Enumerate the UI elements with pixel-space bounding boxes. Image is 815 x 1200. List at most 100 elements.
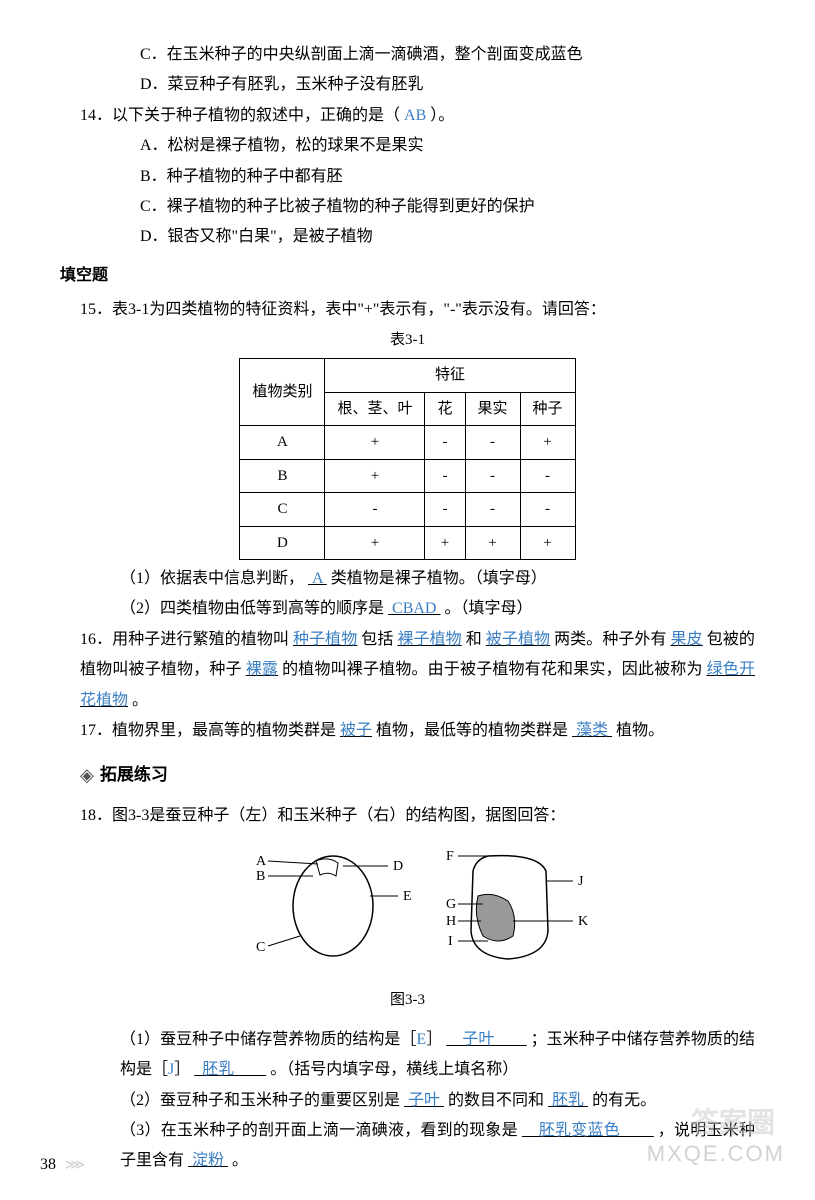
q18-sub1: （1）蚕豆种子中储存营养物质的结构是［E］ 子叶 ；玉米种子中储存营养物质的结构… <box>60 1025 755 1086</box>
q18-s1-a1: E <box>416 1031 426 1048</box>
label-g: G <box>446 897 456 912</box>
extension-title: 拓展练习 <box>100 759 168 791</box>
data-table: 植物类别 特征 根、茎、叶 花 果实 种子 A + - - + B + - - … <box>239 358 575 560</box>
table-r2-1: - <box>325 493 425 527</box>
q18: 18．图3-3是蚕豆种子（左）和玉米种子（右）的结构图，据图回答： <box>60 801 755 831</box>
table-r2-3: - <box>465 493 520 527</box>
q15-sub2-before: （2）四类植物由低等到高等的顺序是 <box>120 600 384 617</box>
table-r1-4: - <box>520 459 575 493</box>
q16-num: 16． <box>80 631 112 648</box>
q17-num: 17． <box>80 722 112 739</box>
label-d: D <box>393 859 403 874</box>
q18-s2-t3: 的有无。 <box>592 1092 656 1109</box>
q16-t1: 用种子进行繁殖的植物叫 <box>112 631 289 648</box>
q14-answer: AB <box>404 107 426 124</box>
extension-section: ◈ 拓展练习 <box>60 758 755 792</box>
q17-t2: 植物，最低等的植物类群是 <box>376 722 568 739</box>
q14-num: 14． <box>80 107 112 124</box>
seed-diagram: A B C D E F G H I J K 图3-3 <box>60 841 755 1015</box>
q16-a1: 种子植物 <box>289 631 361 648</box>
q14-option-a: A．松树是裸子植物，松的球果不是果实 <box>60 131 755 161</box>
q15-sub2-after: 。（填字母） <box>444 600 532 617</box>
table-r1-0: B <box>240 459 325 493</box>
q16-a3: 被子植物 <box>482 631 554 648</box>
table-h2-2: 果实 <box>465 392 520 426</box>
q18-s2-a2: 胚乳 <box>544 1092 592 1109</box>
q18-sub2: （2）蚕豆种子和玉米种子的重要区别是 子叶 的数目不同和 胚乳 的有无。 <box>60 1086 755 1116</box>
q16-t3: 和 <box>466 631 482 648</box>
table-r3-1: + <box>325 526 425 560</box>
q18-num: 18． <box>80 807 112 824</box>
q15-sub2: （2）四类植物由低等到高等的顺序是 CBAD 。（填字母） <box>60 594 755 624</box>
table-r1-1: + <box>325 459 425 493</box>
q16-t4: 两类。种子外有 <box>554 631 667 648</box>
label-j: J <box>578 874 584 889</box>
q16-a5: 裸露 <box>242 661 282 678</box>
q14-option-d: D．银杏又称"白果"，是被子植物 <box>60 222 755 252</box>
table-caption: 表3-1 <box>60 326 755 355</box>
q18-s3-a1: 胚乳变蓝色 <box>518 1122 658 1139</box>
table-r0-4: + <box>520 426 575 460</box>
q16-t6: 的植物叫裸子植物。由于被子植物有花和果实，因此被称为 <box>282 661 703 678</box>
label-e: E <box>403 889 412 904</box>
diamond-icon: ◈ <box>80 758 94 792</box>
label-a: A <box>256 854 267 869</box>
table-r3-3: + <box>465 526 520 560</box>
q18-s3-a2: 淀粉 <box>184 1152 232 1169</box>
q18-s1-t1: （1）蚕豆种子中储存营养物质的结构是［ <box>120 1031 416 1048</box>
q13-option-d: D．菜豆种子有胚乳，玉米种子没有胚乳 <box>60 70 755 100</box>
table-r0-1: + <box>325 426 425 460</box>
q18-text: 图3-3是蚕豆种子（左）和玉米种子（右）的结构图，据图回答： <box>112 807 565 824</box>
q14-text-before: 以下关于种子植物的叙述中，正确的是（ <box>112 107 404 124</box>
diagram-caption: 图3-3 <box>60 986 755 1015</box>
q18-s1-t4: ］ <box>174 1061 190 1078</box>
q18-s1-t5: 。（括号内填字母，横线上填名称） <box>270 1061 518 1078</box>
label-h: H <box>446 914 456 929</box>
q18-s3-t1: （3）在玉米种子的剖开面上滴一滴碘液，看到的现象是 <box>120 1122 518 1139</box>
q16-t7: 。 <box>132 692 148 709</box>
q16-t2: 包括 <box>361 631 393 648</box>
table-h1-1: 特征 <box>325 359 575 393</box>
q17-a1: 被子 <box>336 722 376 739</box>
fill-header: 填空题 <box>60 261 755 291</box>
table-r2-4: - <box>520 493 575 527</box>
table-h1-0: 植物类别 <box>240 359 325 426</box>
q15-sub1-before: （1）依据表中信息判断， <box>120 570 304 587</box>
q14-option-b: B．种子植物的种子中都有胚 <box>60 162 755 192</box>
q15-text: 表3-1为四类植物的特征资料，表中"+"表示有，"-"表示没有。请回答： <box>112 301 606 318</box>
table-r2-2: - <box>425 493 465 527</box>
q15: 15．表3-1为四类植物的特征资料，表中"+"表示有，"-"表示没有。请回答： <box>60 295 755 325</box>
q16: 16．用种子进行繁殖的植物叫种子植物包括裸子植物和被子植物两类。种子外有果皮包被… <box>60 625 755 716</box>
table-r3-4: + <box>520 526 575 560</box>
q15-sub1: （1）依据表中信息判断， A 类植物是裸子植物。（填字母） <box>60 564 755 594</box>
seed-svg: A B C D E F G H I J K <box>198 841 618 971</box>
q15-sub1-answer: A <box>304 570 331 587</box>
table-r0-3: - <box>465 426 520 460</box>
q18-s2-t2: 的数目不同和 <box>448 1092 544 1109</box>
q16-a4: 果皮 <box>667 631 707 648</box>
q15-sub1-after: 类植物是裸子植物。（填字母） <box>331 570 547 587</box>
label-f: F <box>446 849 454 864</box>
q18-s1-a2: 子叶 <box>442 1031 530 1048</box>
q14-text-after: ）。 <box>426 107 454 124</box>
q14: 14．以下关于种子植物的叙述中，正确的是（ AB ）。 <box>60 101 755 131</box>
table-container: 植物类别 特征 根、茎、叶 花 果实 种子 A + - - + B + - - … <box>60 358 755 560</box>
table-h2-0: 根、茎、叶 <box>325 392 425 426</box>
label-c: C <box>256 940 265 955</box>
table-r0-0: A <box>240 426 325 460</box>
table-h2-1: 花 <box>425 392 465 426</box>
table-r1-2: - <box>425 459 465 493</box>
table-r0-2: - <box>425 426 465 460</box>
fish-icon: ⋙ <box>65 1153 85 1180</box>
q14-option-c: C．裸子植物的种子比被子植物的种子能得到更好的保护 <box>60 192 755 222</box>
label-i: I <box>448 934 453 949</box>
table-r3-2: + <box>425 526 465 560</box>
q18-s1-a4: 胚乳 <box>190 1061 270 1078</box>
q18-s1-t2: ］ <box>426 1031 442 1048</box>
page-number: 38 <box>40 1150 56 1180</box>
table-r1-3: - <box>465 459 520 493</box>
q15-sub2-answer: CBAD <box>384 600 444 617</box>
q17-t1: 植物界里，最高等的植物类群是 <box>112 722 336 739</box>
q18-s2-a1: 子叶 <box>400 1092 448 1109</box>
watermark-en: MXQE.COM <box>647 1133 785 1175</box>
